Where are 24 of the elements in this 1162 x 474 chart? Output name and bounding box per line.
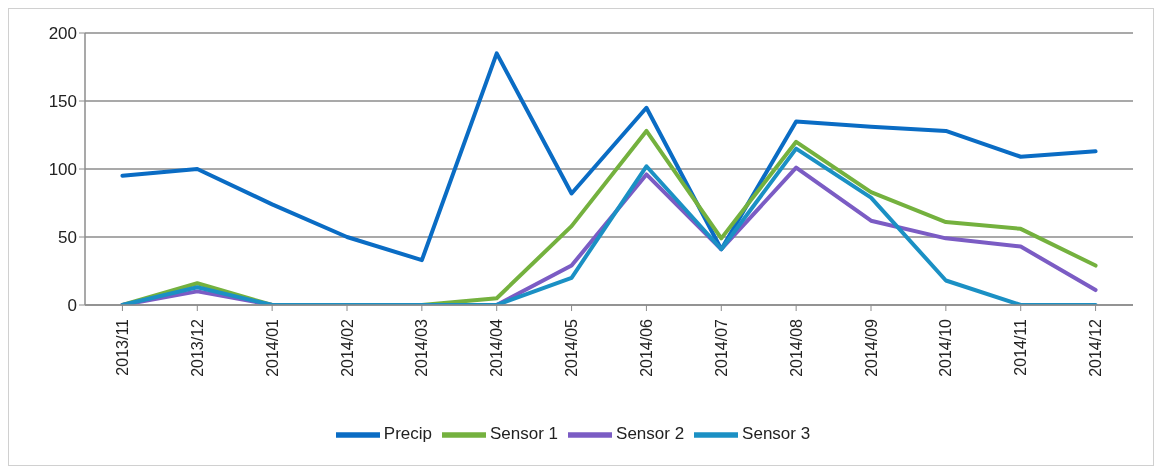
legend-label: Precip — [383, 424, 433, 444]
x-tick-label: 2014/01 — [263, 318, 281, 377]
y-tick-label: 50 — [58, 228, 77, 248]
x-tick-label: 2014/10 — [937, 318, 955, 377]
x-tick-label: 2014/04 — [488, 318, 506, 377]
x-tick-label: 2014/12 — [1087, 318, 1105, 377]
legend-label: Sensor 2 — [616, 424, 685, 444]
y-tick-label: 200 — [48, 24, 77, 44]
x-tick-label: 2014/05 — [563, 318, 581, 377]
legend-label: Sensor 1 — [490, 424, 559, 444]
x-tick-label: 2013/11 — [113, 318, 131, 376]
y-tick-label: 100 — [48, 160, 77, 180]
line-series — [120, 51, 1098, 263]
x-tick-label: 2013/12 — [188, 318, 206, 377]
x-tick-label: 2014/11 — [1012, 318, 1030, 376]
x-tick-label: 2014/08 — [787, 318, 805, 377]
y-tick-label: 150 — [48, 92, 77, 112]
x-tick-label: 2014/03 — [413, 318, 431, 377]
x-tick-label: 2014/06 — [637, 318, 655, 377]
x-tick-label: 2014/07 — [712, 318, 730, 377]
x-tick-label: 2014/09 — [862, 318, 880, 377]
legend-label: Sensor 3 — [742, 424, 811, 444]
x-tick-label: 2014/02 — [338, 318, 356, 377]
y-tick-label: 0 — [67, 296, 77, 316]
